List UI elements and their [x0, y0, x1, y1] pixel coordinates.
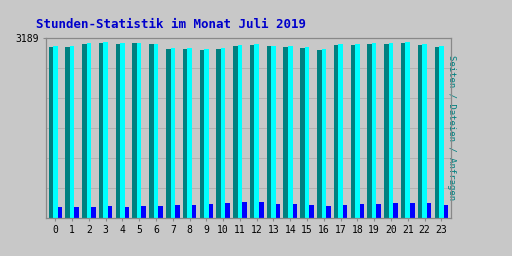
Bar — [309, 205, 314, 218]
Bar — [125, 207, 129, 218]
Bar — [267, 47, 271, 218]
Bar — [317, 50, 322, 218]
Text: Stunden-Statistik im Monat Juli 2019: Stunden-Statistik im Monat Juli 2019 — [36, 18, 306, 31]
Bar — [288, 47, 292, 218]
Bar — [204, 49, 208, 218]
Bar — [372, 44, 376, 218]
Bar — [418, 45, 422, 218]
Bar — [401, 42, 406, 218]
Bar — [427, 203, 431, 218]
Bar — [326, 206, 331, 218]
Bar — [103, 42, 108, 218]
Bar — [271, 46, 276, 218]
Bar — [334, 45, 338, 218]
Bar — [53, 46, 57, 218]
Bar — [406, 42, 410, 218]
Bar — [238, 45, 242, 218]
Bar — [225, 203, 230, 218]
Bar — [154, 44, 158, 218]
Bar — [322, 49, 326, 218]
Y-axis label: Seiten / Dateien / Anfragen: Seiten / Dateien / Anfragen — [447, 56, 456, 200]
Bar — [133, 44, 137, 218]
Bar — [208, 204, 213, 218]
Bar — [192, 205, 197, 218]
Bar — [443, 205, 448, 218]
Bar — [108, 206, 113, 218]
Bar — [120, 43, 125, 218]
Bar — [187, 48, 192, 218]
Bar — [292, 204, 297, 218]
Bar — [170, 48, 175, 218]
Bar — [359, 204, 364, 218]
Bar — [393, 203, 398, 218]
Bar — [389, 42, 393, 218]
Bar — [410, 202, 415, 218]
Bar — [87, 43, 91, 218]
Bar — [300, 48, 305, 218]
Bar — [221, 48, 225, 218]
Bar — [259, 202, 264, 218]
Bar — [49, 47, 53, 218]
Bar — [422, 44, 427, 218]
Bar — [338, 44, 343, 218]
Bar — [355, 44, 359, 218]
Bar — [435, 47, 439, 218]
Bar — [254, 44, 259, 218]
Bar — [384, 44, 389, 218]
Bar — [116, 44, 120, 218]
Bar — [137, 43, 141, 218]
Bar — [158, 206, 163, 218]
Bar — [439, 46, 443, 218]
Bar — [217, 49, 221, 218]
Bar — [376, 204, 381, 218]
Bar — [183, 49, 187, 218]
Bar — [74, 207, 79, 218]
Bar — [82, 44, 87, 218]
Bar — [149, 44, 154, 218]
Bar — [141, 206, 146, 218]
Bar — [233, 46, 238, 218]
Bar — [305, 47, 309, 218]
Bar — [166, 49, 170, 218]
Bar — [200, 50, 204, 218]
Bar — [175, 205, 180, 218]
Bar — [99, 43, 103, 218]
Bar — [91, 207, 96, 218]
Bar — [368, 44, 372, 218]
Bar — [66, 47, 70, 218]
Bar — [351, 45, 355, 218]
Bar — [276, 204, 280, 218]
Bar — [242, 202, 247, 218]
Bar — [343, 205, 348, 218]
Bar — [250, 45, 254, 218]
Bar — [70, 46, 74, 218]
Bar — [284, 47, 288, 218]
Bar — [57, 207, 62, 218]
